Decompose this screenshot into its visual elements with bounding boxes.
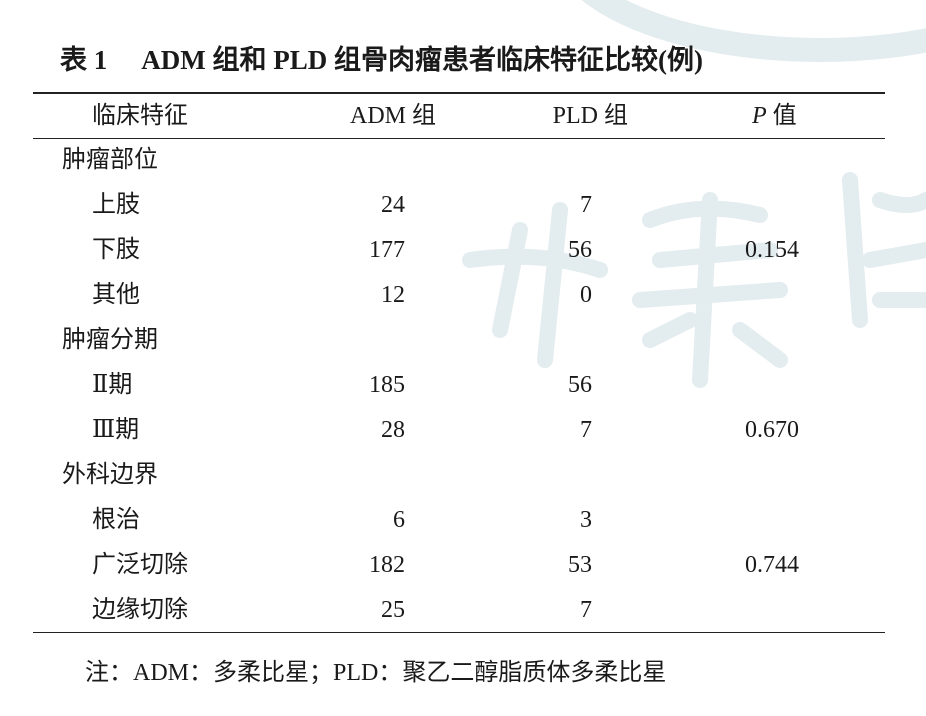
header-pld: PLD 组 [552,103,628,129]
cell-adm: 185 [369,372,405,398]
cell-pld: 56 [568,372,592,398]
header-row: 临床特征 ADM 组 PLD 组 P 值 [0,96,926,136]
table-row: 其他 12 0 [0,275,926,315]
table-row: 下肢 177 56 0.154 [0,230,926,270]
table-title: 表 1 ADM 组和 PLD 组骨肉瘤患者临床特征比较(例) [60,38,703,77]
group-row: 外科边界 [0,455,926,495]
table-row: 根治 6 3 [0,500,926,540]
table-row: 边缘切除 25 7 [0,590,926,630]
cell-feature: 其他 [92,282,140,308]
cell-adm: 6 [393,507,405,533]
cell-pld: 7 [580,417,592,443]
table-row: 上肢 24 7 [0,185,926,225]
cell-pld: 53 [568,552,592,578]
cell-pld: 0 [580,282,592,308]
cell-feature: Ⅲ期 [92,417,140,443]
cell-adm: 12 [381,282,405,308]
cell-p: 0.670 [745,417,799,443]
table-row: Ⅱ期 185 56 [0,365,926,405]
header-adm: ADM 组 [349,103,436,129]
table-note: 注：ADM：多柔比星；PLD：聚乙二醇脂质体多柔比星 [85,660,667,686]
group-row: 肿瘤分期 [0,320,926,360]
table-row: Ⅲ期 28 7 0.670 [0,410,926,450]
header-rule [33,138,885,139]
table-row: 广泛切除 182 53 0.744 [0,545,926,585]
header-p: P 值 [752,103,797,129]
cell-feature: 根治 [92,507,140,533]
cell-pld: 56 [568,237,592,263]
table-caption: ADM 组和 PLD 组骨肉瘤患者临床特征比较(例) [141,45,703,75]
header-feature: 临床特征 [92,103,188,129]
cell-p: 0.154 [745,237,799,263]
cell-adm: 24 [381,192,405,218]
cell-pld: 3 [580,507,592,533]
cell-feature: 边缘切除 [92,597,188,623]
cell-p: 0.744 [745,552,799,578]
table-number: 表 1 [60,45,108,75]
cell-feature: Ⅱ期 [92,372,133,398]
cell-adm: 182 [369,552,405,578]
group-row: 肿瘤部位 [0,140,926,180]
cell-adm: 177 [369,237,405,263]
cell-pld: 7 [580,192,592,218]
cell-adm: 28 [381,417,405,443]
cell-feature: 外科边界 [62,462,158,488]
cell-feature: 上肢 [92,192,140,218]
top-rule [33,92,885,94]
cell-pld: 7 [580,597,592,623]
bottom-rule [33,632,885,633]
cell-feature: 肿瘤分期 [62,327,158,353]
cell-adm: 25 [381,597,405,623]
cell-feature: 广泛切除 [92,552,188,578]
cell-feature: 肿瘤部位 [62,147,158,173]
cell-feature: 下肢 [92,237,140,263]
